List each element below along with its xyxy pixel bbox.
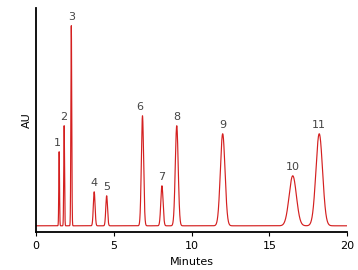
Text: 10: 10: [286, 162, 300, 172]
Text: 9: 9: [219, 120, 226, 130]
Text: 8: 8: [173, 112, 180, 122]
Text: 4: 4: [91, 178, 98, 188]
Text: 3: 3: [68, 12, 75, 22]
Y-axis label: AU: AU: [21, 112, 32, 128]
Text: 5: 5: [103, 182, 110, 192]
Text: 6: 6: [137, 102, 144, 112]
X-axis label: Minutes: Minutes: [170, 257, 213, 267]
Text: 2: 2: [60, 112, 67, 122]
Text: 11: 11: [312, 120, 326, 130]
Text: 7: 7: [158, 172, 165, 182]
Text: 1: 1: [54, 138, 61, 148]
